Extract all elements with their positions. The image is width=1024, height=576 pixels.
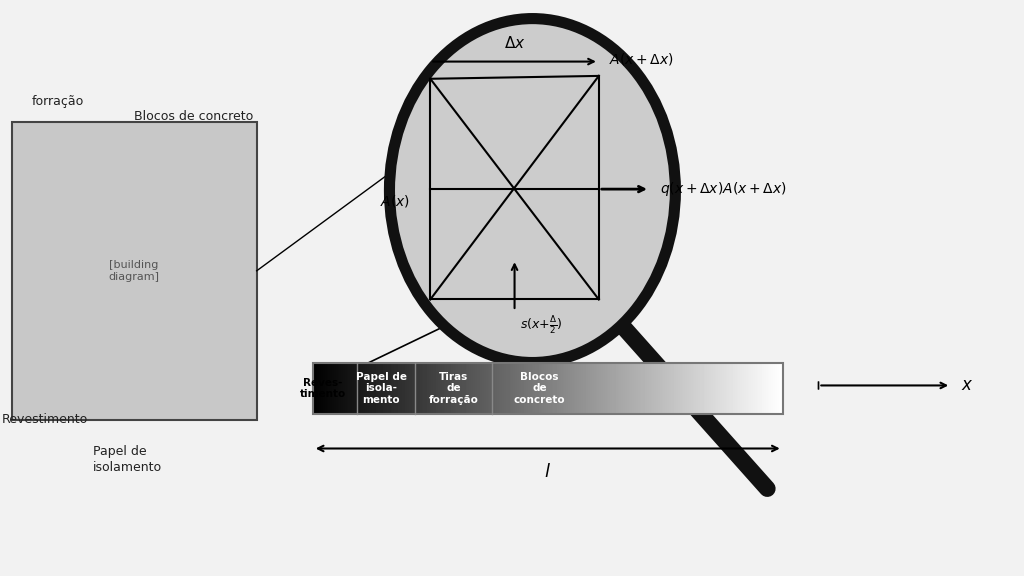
- Text: $A(x)$: $A(x)$: [380, 192, 410, 209]
- FancyBboxPatch shape: [11, 122, 257, 420]
- Text: [building
diagram]: [building diagram]: [109, 260, 160, 282]
- Bar: [313, 362, 782, 414]
- Text: $q(x + \Delta x)A(x + \Delta x)$: $q(x + \Delta x)A(x + \Delta x)$: [660, 180, 786, 198]
- Text: Blocos
de
concreto: Blocos de concreto: [514, 372, 565, 405]
- Text: Papel de
isolamento: Papel de isolamento: [93, 445, 163, 475]
- Text: $\Delta x$: $\Delta x$: [504, 35, 525, 51]
- Text: forração: forração: [32, 95, 84, 108]
- Ellipse shape: [389, 18, 676, 362]
- Text: Revestimento: Revestimento: [1, 414, 88, 426]
- Text: Papel de
isola-
mento: Papel de isola- mento: [355, 372, 407, 405]
- Text: $l$: $l$: [545, 463, 551, 481]
- Text: Tiras
de
forração: Tiras de forração: [429, 372, 479, 405]
- Text: $x$: $x$: [962, 377, 974, 395]
- Text: $A(x + \Delta x)$: $A(x + \Delta x)$: [609, 51, 674, 67]
- Text: Blocos de concreto: Blocos de concreto: [134, 109, 253, 123]
- Text: $s(x{+}\frac{\Delta}{2})$: $s(x{+}\frac{\Delta}{2})$: [519, 314, 562, 336]
- Text: Reves-
timento: Reves- timento: [300, 377, 346, 399]
